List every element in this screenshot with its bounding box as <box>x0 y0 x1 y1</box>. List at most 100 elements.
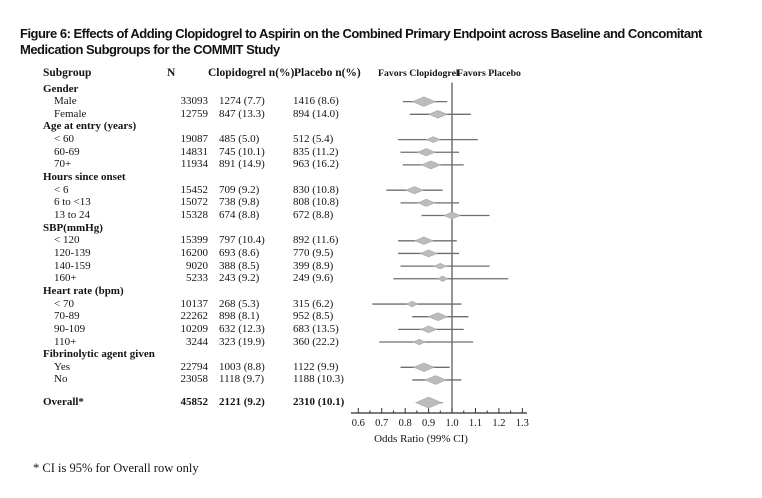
table-row: Overall* 45852 2121 (9.2) 2310 (10.1) <box>0 396 560 409</box>
placebo-value: 770 (9.5) <box>293 246 334 259</box>
clopidogrel-value: 709 (9.2) <box>219 183 260 196</box>
table-row: 90-109 10209 632 (12.3) 683 (13.5) <box>0 323 560 336</box>
n-value: 12759 <box>180 107 209 120</box>
placebo-value: 830 (10.8) <box>293 183 339 196</box>
axis-tick-label: 1.2 <box>492 418 506 429</box>
subgroup-label: SBP(mmHg) <box>43 221 103 234</box>
subgroup-label: 70-89 <box>54 310 80 323</box>
placebo-value: 1188 (10.3) <box>293 373 344 386</box>
placebo-value: 315 (6.2) <box>293 297 334 310</box>
subgroup-label: 110+ <box>54 335 77 348</box>
placebo-value: 1122 (9.9) <box>293 360 339 373</box>
n-value: 10137 <box>180 297 209 310</box>
group-row: Heart rate (bpm) <box>0 285 560 298</box>
col-header-subgroup: Subgroup <box>43 67 92 79</box>
placebo-value: 952 (8.5) <box>293 310 334 323</box>
clopidogrel-value: 268 (5.3) <box>219 297 260 310</box>
table-row: No 23058 1118 (9.7) 1188 (10.3) <box>0 373 560 386</box>
n-value: 22794 <box>180 360 209 373</box>
group-row: Gender <box>0 83 560 96</box>
clopidogrel-value: 632 (12.3) <box>219 322 265 335</box>
subgroup-label: < 6 <box>54 183 69 196</box>
clopidogrel-value: 323 (19.9) <box>219 335 265 348</box>
clopidogrel-value: 674 (8.8) <box>219 209 260 221</box>
table-row: < 70 10137 268 (5.3) 315 (6.2) <box>0 298 560 311</box>
footnote: * CI is 95% for Overall row only <box>33 461 199 475</box>
clopidogrel-value: 388 (8.5) <box>219 259 260 272</box>
axis-tick-label: 1.0 <box>445 418 459 429</box>
clopidogrel-value: 1118 (9.7) <box>219 373 265 386</box>
subgroup-label: 6 to <13 <box>54 196 91 209</box>
n-value: 16200 <box>180 246 209 259</box>
x-axis-label: Odds Ratio (99% CI) <box>374 433 468 445</box>
n-value: 15399 <box>180 234 209 247</box>
placebo-value: 683 (13.5) <box>293 322 339 335</box>
table-row: Male 33093 1274 (7.7) 1416 (8.6) <box>0 95 560 108</box>
n-value: 3244 <box>186 335 208 348</box>
table-row: < 120 15399 797 (10.4) 892 (11.6) <box>0 234 560 247</box>
group-row: Hours since onset <box>0 171 560 184</box>
table-row: 70-89 22262 898 (8.1) 952 (8.5) <box>0 310 560 323</box>
n-value: 33093 <box>180 95 209 108</box>
n-value: 10209 <box>180 322 209 335</box>
table-row: 160+ 5233 243 (9.2) 249 (9.6) <box>0 272 560 285</box>
clopidogrel-value: 745 (10.1) <box>219 145 265 158</box>
n-value: 5233 <box>186 272 208 285</box>
clopidogrel-value: 898 (8.1) <box>219 310 260 323</box>
n-value: 15072 <box>180 196 209 209</box>
clopidogrel-value: 1274 (7.7) <box>219 95 265 108</box>
col-header-placebo: Placebo n(%) <box>294 67 361 79</box>
n-value: 45852 <box>180 396 209 409</box>
clopidogrel-value: 797 (10.4) <box>219 234 265 247</box>
favors-clopidogrel-label: Favors Clopidogrel <box>378 68 459 79</box>
subgroup-label: 120-139 <box>54 246 91 259</box>
group-row: Age at entry (years) <box>0 120 560 133</box>
placebo-value: 835 (11.2) <box>293 145 339 158</box>
placebo-value: 512 (5.4) <box>293 133 334 146</box>
n-value: 11934 <box>180 158 208 171</box>
group-row: Fibrinolytic agent given <box>0 348 560 361</box>
axis-tick-label: 1.3 <box>515 418 529 429</box>
clopidogrel-value: 485 (5.0) <box>219 133 260 146</box>
clopidogrel-value: 891 (14.9) <box>219 158 265 171</box>
subgroup-label: < 60 <box>54 133 74 146</box>
placebo-value: 963 (16.2) <box>293 158 339 171</box>
placebo-value: 808 (10.8) <box>293 196 339 209</box>
figure-title: Figure 6: Effects of Adding Clopidogrel … <box>20 26 702 57</box>
n-value: 19087 <box>180 133 209 146</box>
clopidogrel-value: 738 (9.8) <box>219 196 260 209</box>
table-row: 6 to <13 15072 738 (9.8) 808 (10.8) <box>0 196 560 209</box>
placebo-value: 360 (22.2) <box>293 335 339 348</box>
table-row: 110+ 3244 323 (19.9) 360 (22.2) <box>0 336 560 349</box>
placebo-value: 672 (8.8) <box>293 209 334 221</box>
placebo-value: 894 (14.0) <box>293 107 339 120</box>
table-row: 60-69 14831 745 (10.1) 835 (11.2) <box>0 146 560 159</box>
subgroup-label: Heart rate (bpm) <box>43 284 124 297</box>
clopidogrel-value: 847 (13.3) <box>219 107 265 120</box>
col-header-n: N <box>167 67 176 79</box>
table-row: Female 12759 847 (13.3) 894 (14.0) <box>0 108 560 121</box>
axis-tick-label: 0.9 <box>422 418 436 429</box>
n-value: 14831 <box>180 145 209 158</box>
group-row: SBP(mmHg) <box>0 222 560 235</box>
table-row: 120-139 16200 693 (8.6) 770 (9.5) <box>0 247 560 260</box>
n-value: 9020 <box>186 259 208 272</box>
subgroup-label: 13 to 24 <box>54 209 91 221</box>
table-row: 13 to 24 15328 674 (8.8) 672 (8.8) <box>0 209 560 222</box>
subgroup-label: No <box>54 373 68 386</box>
col-header-clopidogrel: Clopidogrel n(%) <box>208 67 295 79</box>
clopidogrel-value: 2121 (9.2) <box>219 396 265 409</box>
table-row: 70+ 11934 891 (14.9) 963 (16.2) <box>0 158 560 171</box>
subgroup-label: Yes <box>54 360 71 373</box>
subgroup-label: 140-159 <box>54 259 91 272</box>
subgroup-label: 90-109 <box>54 322 86 335</box>
subgroup-label: 160+ <box>54 272 77 285</box>
subgroup-label: Age at entry (years) <box>43 120 137 133</box>
subgroup-label: Overall* <box>43 396 84 409</box>
placebo-value: 2310 (10.1) <box>293 396 345 409</box>
axis-tick-label: 0.8 <box>398 418 412 429</box>
subgroup-label: 60-69 <box>54 145 80 158</box>
